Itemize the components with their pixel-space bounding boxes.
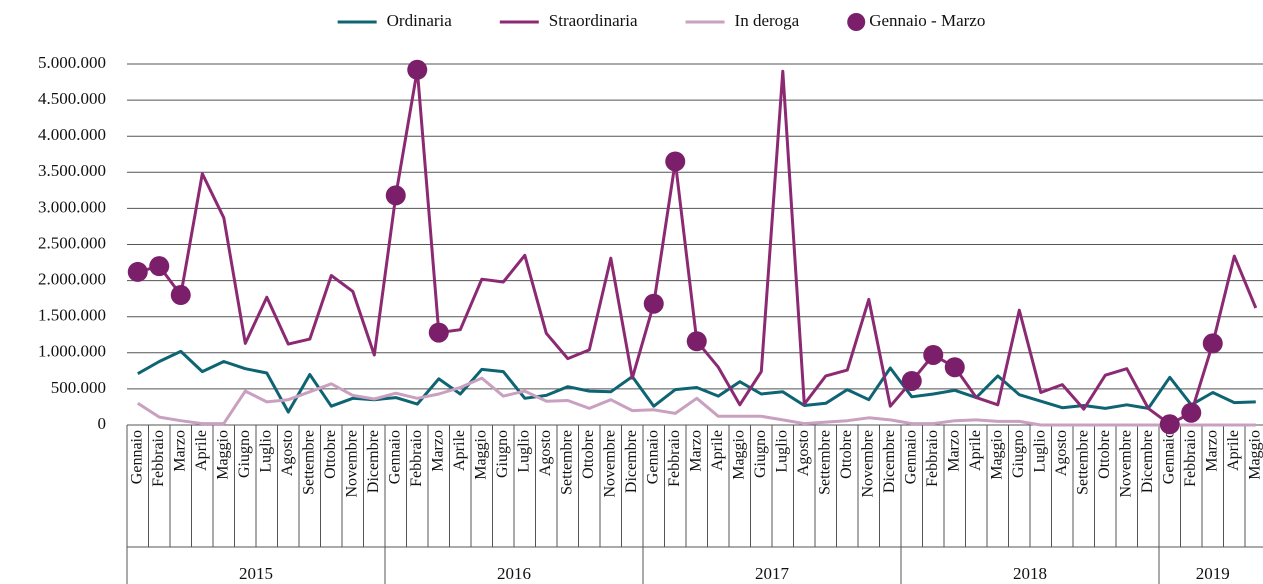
x-tick-label: Aprile xyxy=(193,430,210,471)
x-tick-label: Gennaio xyxy=(902,430,919,484)
x-tick-label: Dicembre xyxy=(623,430,640,493)
y-tick-label: 4.000.000 xyxy=(38,125,106,144)
x-tick-label: Maggio xyxy=(988,430,1005,480)
x-tick-label: Marzo xyxy=(171,430,188,472)
series-line xyxy=(136,376,1256,427)
x-tick-label: Ottobre xyxy=(838,430,855,479)
x-tick-label: Novembre xyxy=(859,430,876,498)
x-tick-label: Aprile xyxy=(451,430,468,471)
year-label: 2018 xyxy=(1013,564,1047,583)
marker xyxy=(127,261,148,282)
legend: Ordinaria Straordinaria In deroga Gennaio -… xyxy=(337,11,985,31)
x-tick-label: Giugno xyxy=(494,430,511,478)
legend-swatch xyxy=(847,13,866,31)
marker xyxy=(149,256,170,277)
marker xyxy=(665,151,686,172)
y-tick-label: 0 xyxy=(98,414,107,433)
legend-label: Straordinaria xyxy=(549,11,638,30)
x-tick-label: Novembre xyxy=(1117,430,1134,498)
x-tick-label: Dicembre xyxy=(365,430,382,493)
x-tick-label: Agosto xyxy=(795,430,812,476)
x-tick-label: Settembre xyxy=(300,430,317,495)
x-tick-label: Giugno xyxy=(236,430,253,478)
y-tick-label: 2.500.000 xyxy=(38,233,106,252)
x-tick-label: Settembre xyxy=(558,430,575,495)
x-tick-label: Maggio xyxy=(472,430,489,480)
year-label: 2015 xyxy=(239,564,273,583)
x-tick-label: Aprile xyxy=(709,430,726,471)
marker xyxy=(1159,414,1180,435)
year-label: 2016 xyxy=(497,564,531,583)
x-tick-label: Febbraio xyxy=(150,430,167,487)
year-label: 2019 xyxy=(1196,564,1230,583)
marker xyxy=(1202,333,1223,354)
series-line xyxy=(137,349,1256,414)
legend-label: Gennaio - Marzo xyxy=(869,11,985,30)
x-tick-label: Giugno xyxy=(752,430,769,478)
marker xyxy=(643,293,664,314)
x-tick-label: Febbraio xyxy=(408,430,425,487)
x-tick-label: Novembre xyxy=(601,430,618,498)
x-tick-label: Giugno xyxy=(1010,430,1027,478)
x-tick-label: Agosto xyxy=(537,430,554,476)
x-tick-label: Luglio xyxy=(773,430,790,473)
x-tick-label: Gennaio xyxy=(1160,430,1177,484)
marker xyxy=(385,185,406,206)
marker xyxy=(944,357,965,378)
x-tick-label: Ottobre xyxy=(1096,430,1113,479)
x-tick-label: Agosto xyxy=(279,430,296,476)
x-tick-label: Marzo xyxy=(1203,430,1220,472)
marker xyxy=(686,331,707,352)
x-tick-label: Marzo xyxy=(687,430,704,472)
x-tick-label: Novembre xyxy=(343,430,360,498)
y-tick-label: 5.000.000 xyxy=(38,53,106,72)
x-tick-label: Febbraio xyxy=(666,430,683,487)
x-tick-label: Aprile xyxy=(967,430,984,471)
x-tick-label: Febbraio xyxy=(1182,430,1199,487)
marker xyxy=(170,285,191,306)
marker xyxy=(1181,402,1202,423)
x-tick-label: Dicembre xyxy=(1139,430,1156,493)
x-tick-label: Dicembre xyxy=(881,430,898,493)
x-tick-label: Gennaio xyxy=(644,430,661,484)
x-tick-label: Gennaio xyxy=(386,430,403,484)
marker xyxy=(923,344,944,365)
x-tick-label: Maggio xyxy=(1246,430,1263,480)
x-tick-label: Febbraio xyxy=(924,430,941,487)
y-tick-label: 500.000 xyxy=(51,378,106,397)
x-tick-label: Ottobre xyxy=(580,430,597,479)
y-tick-label: 4.500.000 xyxy=(38,89,106,108)
x-tick-label: Maggio xyxy=(214,430,231,480)
x-tick-label: Luglio xyxy=(1031,430,1048,473)
x-tick-label: Maggio xyxy=(730,430,747,480)
y-tick-label: 3.500.000 xyxy=(38,161,106,180)
x-tick-label: Gennaio xyxy=(128,430,145,484)
marker xyxy=(901,370,922,391)
series-line xyxy=(137,68,1258,426)
legend-label: In deroga xyxy=(735,11,800,30)
x-tick-label: Ottobre xyxy=(322,430,339,479)
x-tick-label: Marzo xyxy=(945,430,962,472)
marker xyxy=(407,59,428,80)
legend-label: Ordinaria xyxy=(387,11,453,30)
y-tick-label: 1.000.000 xyxy=(38,342,106,361)
x-tick-label: Agosto xyxy=(1053,430,1070,476)
y-tick-label: 3.000.000 xyxy=(38,197,106,216)
x-tick-label: Marzo xyxy=(429,430,446,472)
x-tick-label: Luglio xyxy=(515,430,532,473)
x-tick-label: Settembre xyxy=(1074,430,1091,495)
x-tick-label: Luglio xyxy=(257,430,274,473)
x-tick-label: Aprile xyxy=(1225,430,1242,471)
x-tick-label: Settembre xyxy=(816,430,833,495)
y-tick-label: 2.000.000 xyxy=(38,270,106,289)
year-label: 2017 xyxy=(755,564,790,583)
y-tick-label: 1.500.000 xyxy=(38,306,106,325)
marker xyxy=(428,322,449,343)
